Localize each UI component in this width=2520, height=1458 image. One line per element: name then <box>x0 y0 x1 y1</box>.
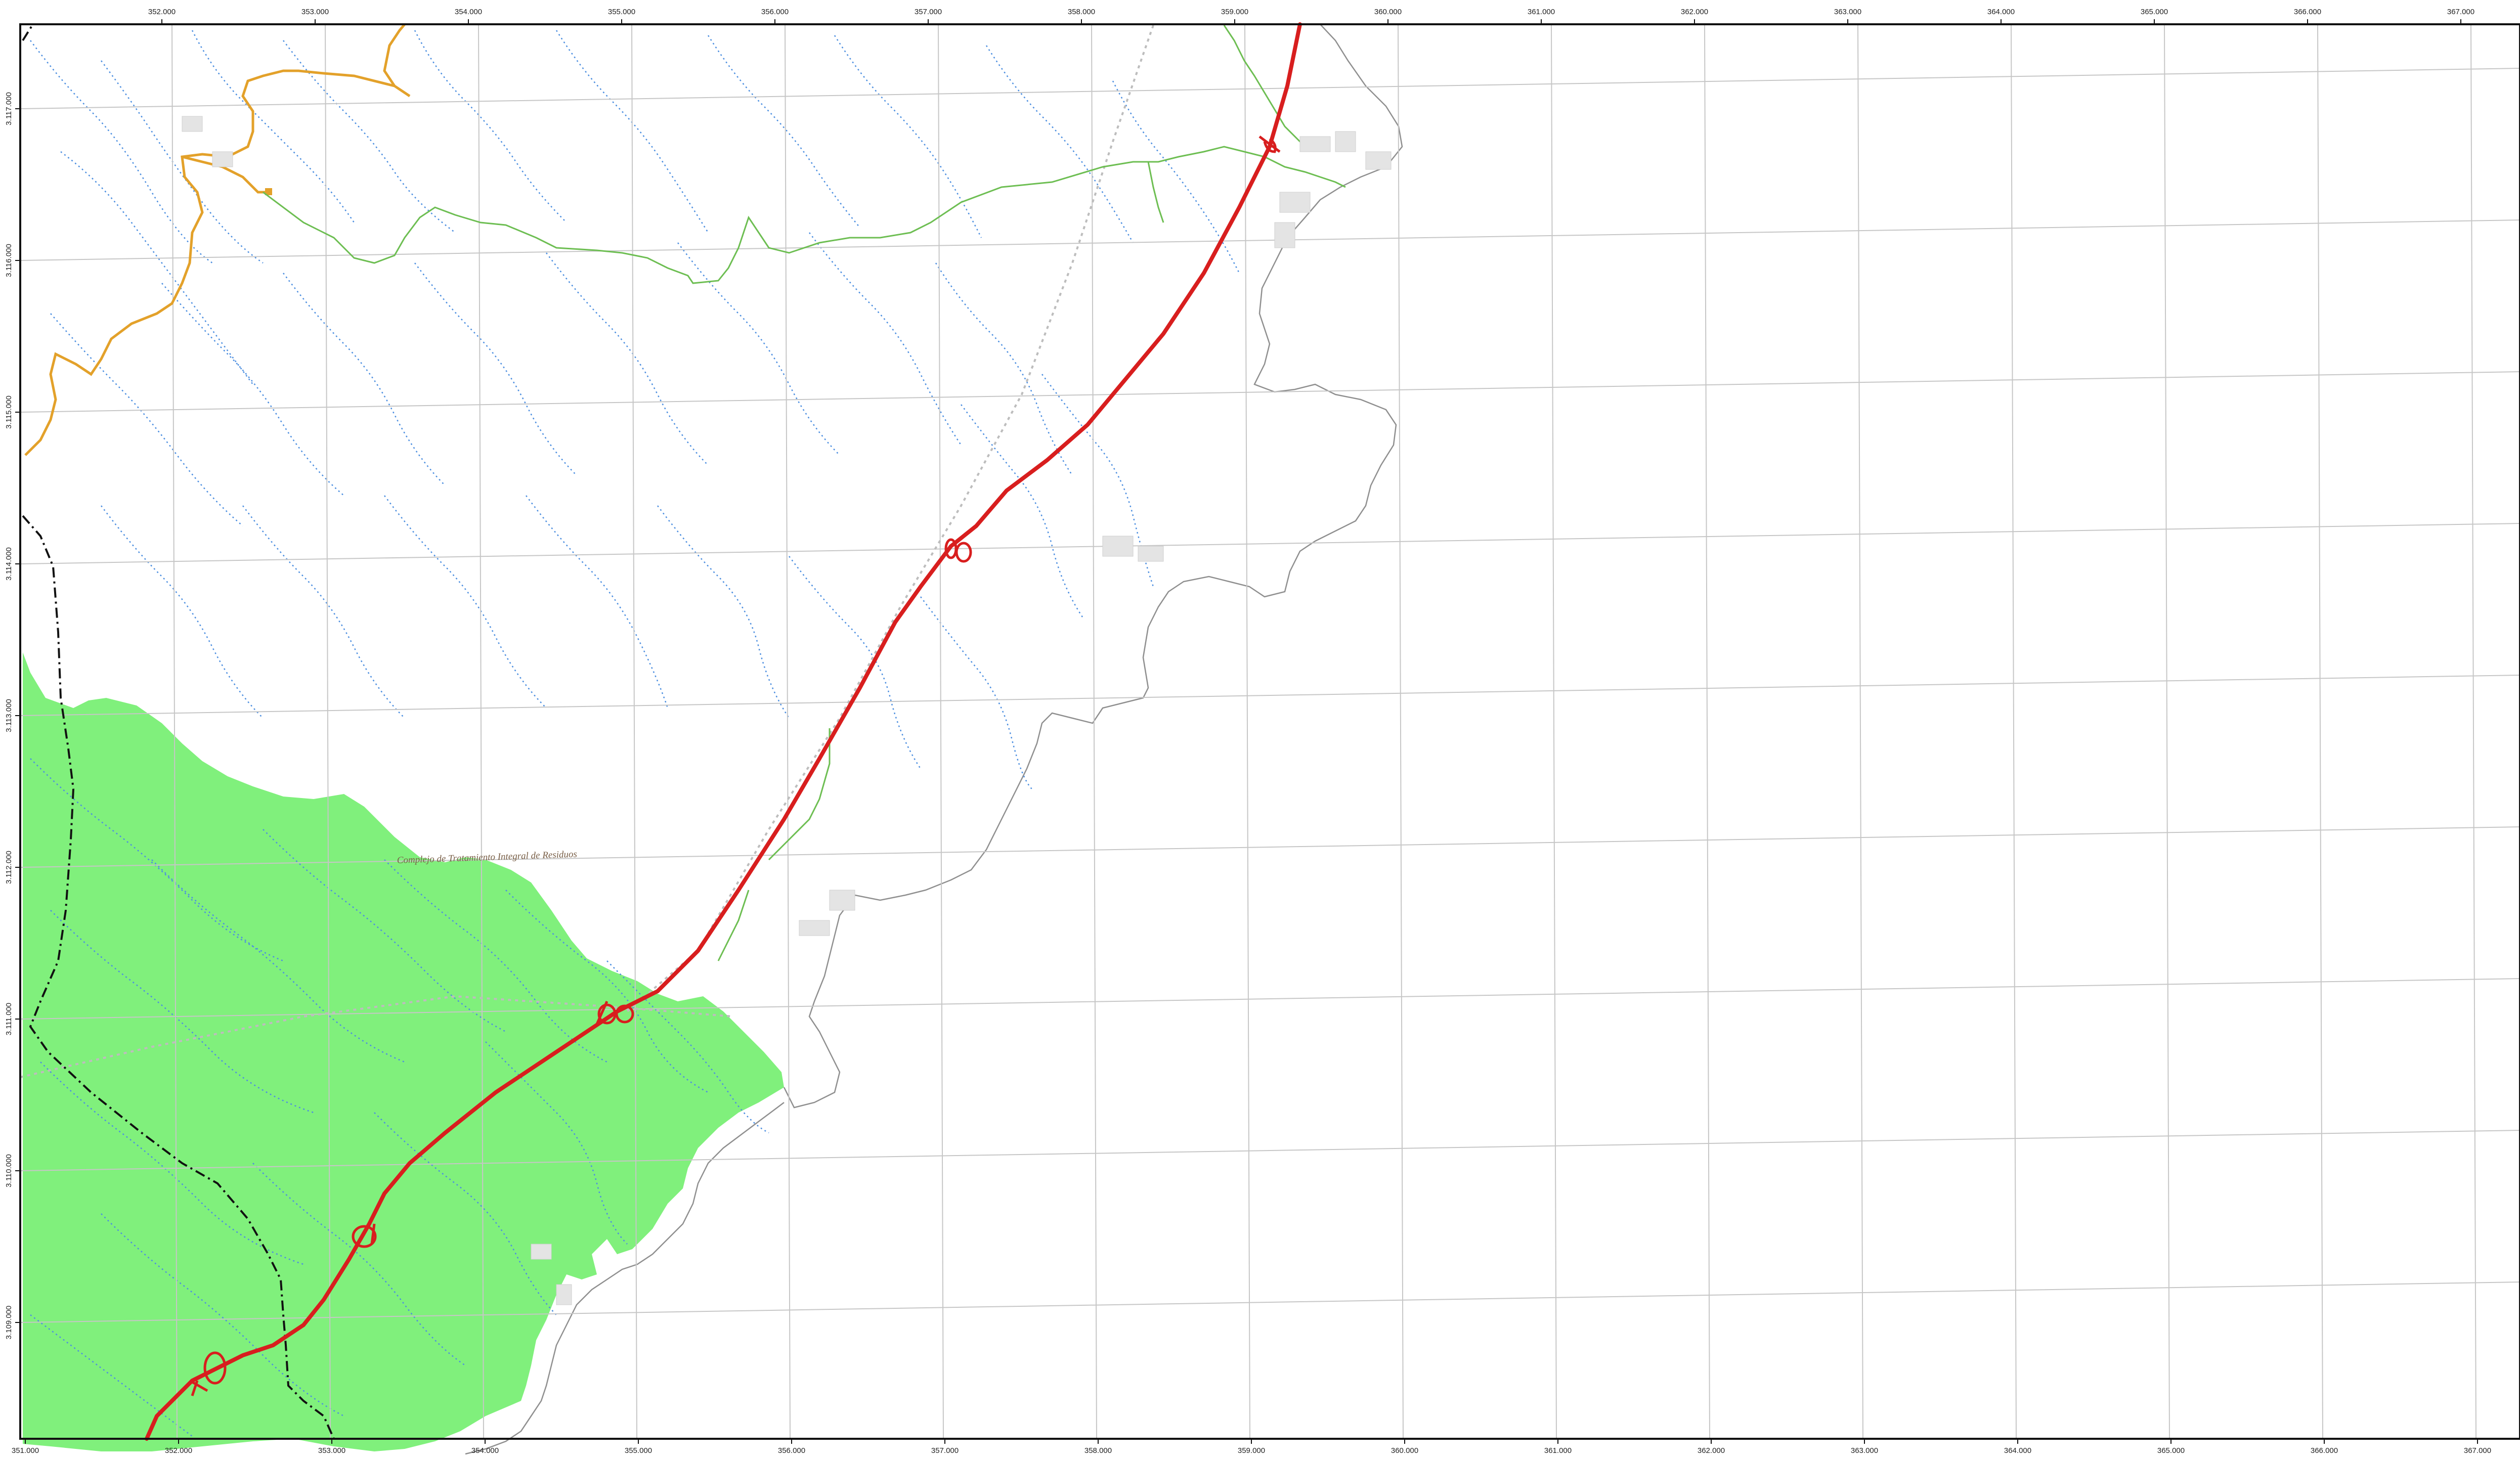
interchange-central <box>944 538 972 563</box>
top-tick-label: 352.000 <box>148 8 176 16</box>
top-tick-label: 365.000 <box>2141 8 2168 16</box>
bottom-tick-label: 356.000 <box>778 1446 805 1455</box>
protected-area <box>23 652 784 1451</box>
left-tick-label: 3.113.000 <box>5 699 13 732</box>
top-tick-label: 353.000 <box>301 8 329 16</box>
bottom-tick-label: 360.000 <box>1391 1446 1418 1455</box>
bottom-tick-label: 365.000 <box>2157 1446 2185 1455</box>
orange-road-spur <box>182 155 268 194</box>
interchange-south <box>352 1223 377 1248</box>
bottom-tick-label: 357.000 <box>931 1446 959 1455</box>
bottom-tick-label: 354.000 <box>471 1446 499 1455</box>
left-tick-label: 3.116.000 <box>5 244 13 277</box>
left-tick-label: 3.112.000 <box>5 851 13 884</box>
highway <box>145 22 1302 1441</box>
top-tick-label: 364.000 <box>1987 8 2015 16</box>
bottom-tick-label: 366.000 <box>2311 1446 2338 1455</box>
interchange-southwest <box>595 1000 634 1025</box>
stream-network <box>30 30 1240 1437</box>
top-tick-label: 354.000 <box>455 8 482 16</box>
top-tick-label: 361.000 <box>1528 8 1555 16</box>
left-tick-label: 3.117.000 <box>5 92 13 125</box>
bottom-tick-label: 363.000 <box>1851 1446 1878 1455</box>
left-tick-label: 3.111.000 <box>5 1003 13 1036</box>
secondary-roads <box>263 25 1346 961</box>
bottom-tick-label: 355.000 <box>625 1446 652 1455</box>
highway-interchanges <box>189 136 1281 1396</box>
axis-ticks: 352.000 353.000 354.000 355.000 356.000 357.0… <box>5 8 2491 1455</box>
bottom-tick-label: 358.000 <box>1084 1446 1112 1455</box>
top-tick-label: 357.000 <box>915 8 942 16</box>
coordinate-grid <box>20 24 2520 1439</box>
interchange-far-south <box>189 1351 227 1396</box>
top-tick-label: 363.000 <box>1834 8 1861 16</box>
municipal-boundary <box>22 515 335 1439</box>
orange-road <box>24 23 411 456</box>
left-tick-label: 3.114.000 <box>5 547 13 581</box>
bottom-tick-label: 359.000 <box>1238 1446 1265 1455</box>
tracks <box>20 25 1154 1078</box>
urban-areas <box>182 116 1392 1305</box>
municipal-boundary-north <box>22 23 34 41</box>
top-tick-label: 362.000 <box>1681 8 1708 16</box>
left-tick-label: 3.109.000 <box>5 1306 13 1340</box>
interchange-north <box>1258 136 1281 153</box>
top-tick-label: 359.000 <box>1221 8 1248 16</box>
top-tick-label: 366.000 <box>2294 8 2321 16</box>
bottom-tick-label: 364.000 <box>2004 1446 2031 1455</box>
bottom-tick-label: 352.000 <box>165 1446 192 1455</box>
left-tick-label: 3.110.000 <box>5 1154 13 1187</box>
top-tick-label: 356.000 <box>761 8 789 16</box>
left-tick-label: 3.115.000 <box>5 395 13 429</box>
bottom-tick-label: 353.000 <box>318 1446 345 1455</box>
top-tick-label: 360.000 <box>1374 8 1402 16</box>
bottom-tick-label: 362.000 <box>1698 1446 1725 1455</box>
top-tick-label: 367.000 <box>2447 8 2474 16</box>
bottom-tick-label: 361.000 <box>1544 1446 1572 1455</box>
road-junction-marker <box>265 188 272 195</box>
bottom-tick-label: 367.000 <box>2464 1446 2491 1455</box>
top-tick-label: 358.000 <box>1068 8 1095 16</box>
bottom-tick-label: 351.000 <box>12 1446 39 1455</box>
top-tick-label: 355.000 <box>608 8 635 16</box>
map-frame <box>19 23 2520 1440</box>
